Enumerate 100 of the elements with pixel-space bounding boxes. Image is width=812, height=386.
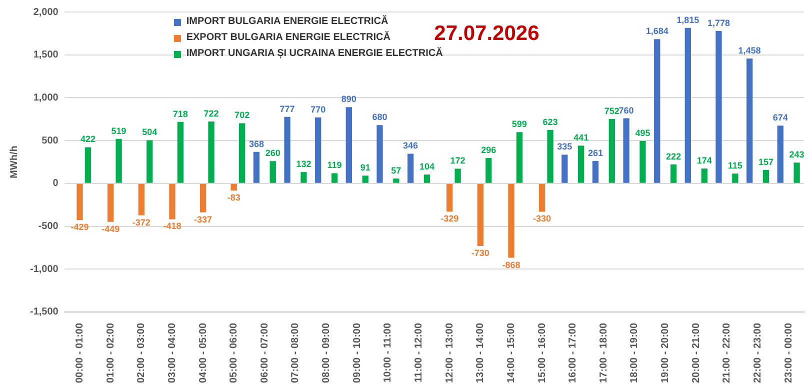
data-label: 1,684 — [646, 26, 668, 36]
data-label: 519 — [111, 126, 126, 136]
y-tick-label: -1,500 — [30, 306, 59, 318]
data-label: 335 — [557, 142, 572, 152]
bar — [208, 122, 214, 183]
data-label: 260 — [265, 148, 280, 158]
bar — [454, 168, 461, 183]
data-label: 495 — [635, 128, 650, 138]
bar — [177, 122, 184, 183]
data-label: 132 — [296, 159, 312, 170]
bar — [446, 184, 453, 212]
data-label: 422 — [80, 134, 96, 144]
x-tick-label: 14:00 - 15:00 — [506, 322, 517, 384]
y-axis-title: MWh/h — [8, 146, 20, 178]
x-tick-label: 00:00 - 01:00 — [74, 322, 86, 384]
data-label: 752 — [604, 106, 620, 116]
data-label: 222 — [666, 151, 682, 162]
data-label: 702 — [234, 110, 250, 120]
data-label: 115 — [728, 160, 742, 171]
data-label: 1,458 — [738, 45, 761, 56]
y-tick-label: -1,000 — [30, 264, 59, 275]
data-label: 623 — [542, 117, 558, 127]
text: 27.07.2026 — [434, 22, 540, 46]
data-label: 1,778 — [707, 18, 730, 28]
x-tick-label: 05:00 - 06:00 — [228, 322, 240, 384]
x-tick-label: 16:00 - 17:00 — [568, 322, 579, 384]
data-label: 104 — [419, 161, 434, 172]
data-label: 760 — [618, 105, 634, 116]
x-tick-label: 19:00 - 20:00 — [660, 322, 672, 384]
data-label: 172 — [450, 156, 466, 166]
legend-label: EXPORT BULGARIA ENERGIE ELECTRICĂ — [186, 30, 390, 45]
x-tick-label: 08:00 - 09:00 — [321, 322, 332, 384]
bar — [684, 28, 691, 183]
data-label: 890 — [341, 94, 356, 104]
data-label: -730 — [471, 248, 490, 258]
bar — [424, 174, 430, 183]
data-label: 680 — [372, 112, 388, 122]
bar — [777, 126, 784, 183]
data-label: 599 — [512, 119, 527, 130]
y-tick-label: 2,000 — [33, 6, 59, 18]
x-tick-label: 11:00 - 12:00 — [414, 322, 425, 382]
data-label: -330 — [533, 214, 552, 224]
bar — [592, 161, 599, 183]
bar — [300, 172, 307, 183]
data-label: 346 — [403, 140, 418, 151]
x-tick-label: 12:00 - 13:00 — [444, 322, 456, 384]
x-tick-label: 20:00 - 21:00 — [690, 322, 702, 384]
bar — [608, 118, 615, 183]
bar — [762, 170, 770, 183]
data-label: 718 — [172, 108, 188, 119]
y-tick-label: 500 — [42, 135, 59, 146]
data-label: 174 — [696, 155, 712, 166]
x-tick-label: 01:00 - 02:00 — [105, 322, 116, 384]
data-label: 722 — [204, 108, 219, 119]
bar — [516, 132, 523, 183]
bar — [362, 176, 368, 183]
bar — [253, 152, 260, 183]
bar — [270, 161, 276, 183]
bar — [84, 147, 92, 183]
x-tick-label: 06:00 - 07:00 — [259, 322, 270, 384]
bar — [169, 184, 176, 220]
bar — [407, 154, 414, 183]
data-label: -372 — [132, 217, 150, 228]
legend-label: IMPORT BULGARIA ENERGIE ELECTRICĂ — [186, 14, 388, 29]
y-tick-label: 1,500 — [33, 50, 59, 61]
bar — [623, 118, 630, 183]
x-tick-label: 13:00 - 14:00 — [475, 322, 486, 384]
bar — [376, 125, 383, 183]
data-label: 119 — [327, 160, 342, 170]
x-tick-label: 02:00 - 03:00 — [136, 322, 148, 384]
data-label: -429 — [70, 222, 89, 232]
bar — [562, 154, 568, 183]
bar — [238, 123, 246, 183]
bar — [746, 58, 753, 183]
data-label: 91 — [360, 162, 370, 173]
y-tick-label: -500 — [38, 221, 59, 232]
data-label: -329 — [440, 214, 459, 224]
bar — [547, 130, 554, 183]
data-label: 261 — [588, 148, 603, 158]
bar — [76, 184, 83, 220]
bar — [578, 146, 584, 183]
bar — [654, 39, 660, 183]
data-label: -418 — [163, 221, 182, 232]
x-tick-label: 10:00 - 11:00 — [382, 322, 394, 382]
x-tick-label: 17:00 - 18:00 — [598, 322, 610, 384]
bar — [486, 158, 492, 183]
y-tick-label: 0 — [52, 178, 59, 190]
x-tick-label: 03:00 - 04:00 — [166, 322, 178, 384]
bar — [116, 138, 122, 183]
bar — [230, 184, 237, 191]
x-tick-label: 18:00 - 19:00 — [629, 322, 640, 384]
data-label: 770 — [310, 104, 326, 114]
bar — [508, 184, 514, 258]
data-label: 243 — [789, 150, 804, 160]
bar — [477, 184, 484, 246]
bar — [701, 168, 708, 183]
x-tick-label: 21:00 - 22:00 — [722, 322, 733, 384]
data-label: 441 — [574, 132, 589, 143]
data-label: -449 — [102, 224, 120, 234]
data-label: 1,815 — [676, 14, 700, 25]
